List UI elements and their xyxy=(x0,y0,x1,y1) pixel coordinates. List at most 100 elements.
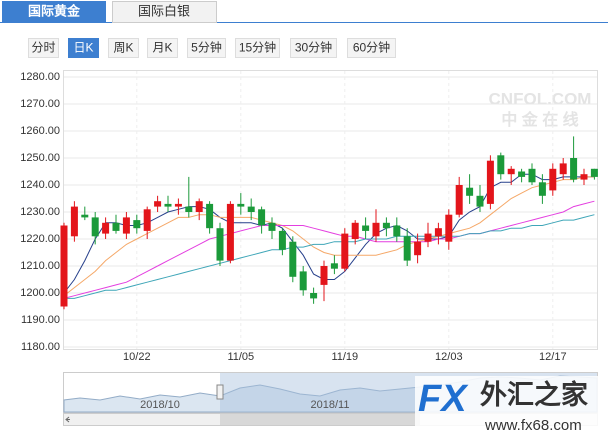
period-button[interactable] xyxy=(28,38,59,58)
y-tick-label: 1240.00 xyxy=(20,179,60,191)
y-tick-label: 1250.00 xyxy=(20,152,60,164)
period-button[interactable] xyxy=(108,38,139,58)
watermark: CNFOL.COM xyxy=(489,89,592,108)
period-label[interactable]: 月K xyxy=(152,41,172,55)
candle-body xyxy=(580,174,588,180)
navigator-handle[interactable] xyxy=(216,384,224,400)
moving-average-line xyxy=(63,173,595,294)
candle-body xyxy=(570,158,578,180)
period-label[interactable]: 分时 xyxy=(31,41,55,55)
y-tick-label: 1190.00 xyxy=(21,314,60,326)
y-tick-label: 1210.00 xyxy=(20,260,60,272)
navigator-label: 2018/10 xyxy=(140,399,180,411)
candle-body xyxy=(310,293,318,299)
candle-body xyxy=(434,228,442,237)
candle-body xyxy=(70,206,78,237)
candle-body xyxy=(216,228,224,261)
candle-body xyxy=(299,271,307,291)
candle-body xyxy=(341,233,349,269)
moving-average-line xyxy=(63,176,595,297)
candle-body xyxy=(497,155,505,175)
plot-frame xyxy=(63,70,598,350)
candle-body xyxy=(195,201,203,212)
candle-body xyxy=(590,168,598,177)
y-tick-label: 1270.00 xyxy=(20,98,60,110)
candle-body xyxy=(455,185,463,215)
candle-body xyxy=(112,222,120,231)
candle-body xyxy=(528,168,536,183)
period-label[interactable]: 30分钟 xyxy=(295,40,332,55)
period-label[interactable]: 5分钟 xyxy=(191,40,222,55)
candle-body xyxy=(91,217,99,237)
candle-body xyxy=(320,266,328,285)
candle-body xyxy=(351,222,359,239)
period-label[interactable]: 周K xyxy=(113,41,133,55)
candle-body xyxy=(393,225,401,237)
y-tick-label: 1220.00 xyxy=(20,233,60,245)
candle-body xyxy=(226,203,234,261)
period-button[interactable] xyxy=(187,38,226,58)
logo-url: www.fx68.com xyxy=(484,417,582,434)
candle-body xyxy=(143,209,151,231)
y-tick-label: 1260.00 xyxy=(20,125,60,137)
x-tick-label: 10/22 xyxy=(123,351,151,363)
candle-body xyxy=(403,236,411,261)
candle-body xyxy=(362,225,370,231)
x-tick-label: 11/19 xyxy=(331,351,358,363)
x-tick-label: 12/03 xyxy=(435,351,463,363)
candle-body xyxy=(122,217,130,234)
period-button[interactable] xyxy=(347,38,396,58)
candle-body xyxy=(476,195,484,207)
candle-body xyxy=(206,203,214,229)
candle-body xyxy=(185,206,193,212)
candle-body xyxy=(424,233,432,242)
y-tick-label: 1280.00 xyxy=(20,71,60,83)
period-button[interactable] xyxy=(290,38,337,58)
period-button[interactable] xyxy=(68,38,99,58)
candle-body xyxy=(258,209,266,226)
moving-average-line xyxy=(63,200,595,299)
candle-body xyxy=(330,263,338,269)
candle-body xyxy=(102,222,110,234)
period-button[interactable] xyxy=(235,38,280,58)
y-tick-label: 1230.00 xyxy=(20,206,60,218)
period-label[interactable]: 日K xyxy=(73,41,93,55)
scrollbar-thumb[interactable] xyxy=(220,414,420,425)
candle-body xyxy=(164,203,172,207)
candle-body xyxy=(81,214,89,218)
x-tick-label: 12/17 xyxy=(539,351,567,363)
candle-body xyxy=(445,214,453,242)
candle-body xyxy=(382,222,390,229)
moving-average-line xyxy=(64,214,595,299)
logo-mark: FX xyxy=(418,378,469,420)
tab-label[interactable]: 国际白银 xyxy=(138,3,190,18)
candle-body xyxy=(538,182,546,196)
tab-active[interactable] xyxy=(2,1,106,23)
navigator-label: 2018/11 xyxy=(311,399,350,411)
y-tick-label: 1180.00 xyxy=(21,341,60,353)
logo-bg xyxy=(415,376,608,436)
candle-body xyxy=(414,241,422,256)
x-tick-label: 11/05 xyxy=(227,351,254,363)
tab[interactable] xyxy=(112,1,217,23)
candle-body xyxy=(174,203,182,207)
candle-body xyxy=(237,203,245,207)
candle-body xyxy=(247,206,255,212)
candle-body xyxy=(559,163,567,175)
period-label[interactable]: 60分钟 xyxy=(353,40,390,55)
tab-label[interactable]: 国际黄金 xyxy=(28,3,81,18)
candle-body xyxy=(466,187,474,196)
candle-body xyxy=(372,222,380,237)
candle-body xyxy=(486,160,494,204)
candle-body xyxy=(154,201,162,207)
period-button[interactable] xyxy=(147,38,178,58)
candle-body xyxy=(60,225,68,307)
period-label[interactable]: 15分钟 xyxy=(239,40,276,55)
candle-body xyxy=(268,222,276,231)
candle-body xyxy=(518,171,526,177)
scroll-arrow[interactable] xyxy=(65,416,70,423)
candle-body xyxy=(289,241,297,277)
y-tick-label: 1200.00 xyxy=(20,287,60,299)
